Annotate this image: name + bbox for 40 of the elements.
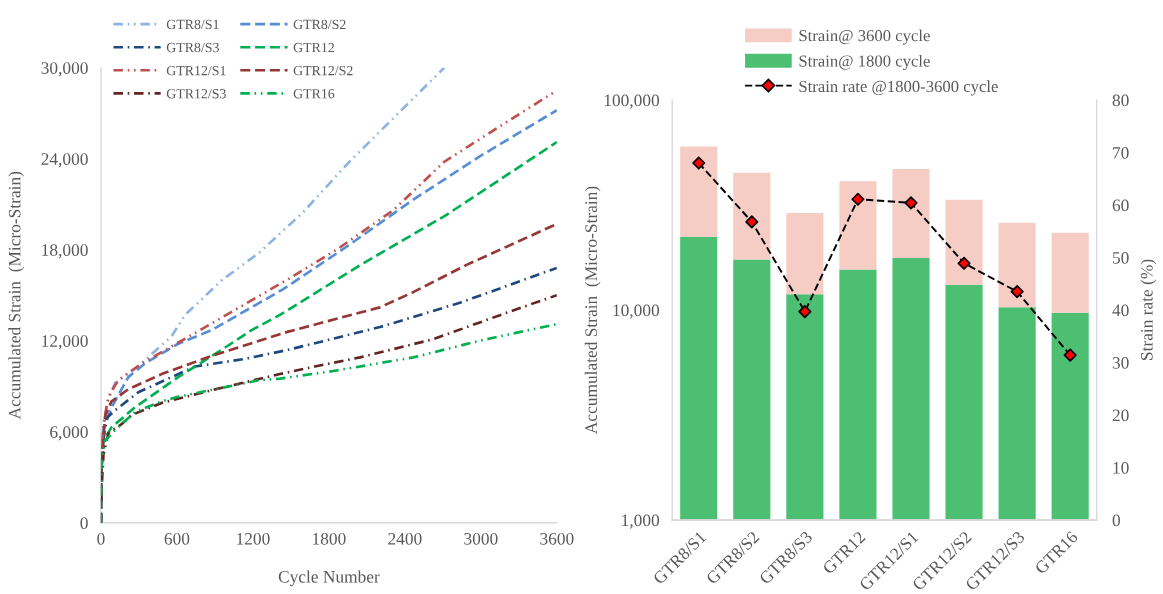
legend-label: Strain@ 3600 cycle	[799, 29, 930, 45]
y2-tick-label: 80	[1112, 94, 1129, 107]
legend-label: GTR12/S1	[166, 65, 226, 76]
y-tick-label: 10,000	[613, 304, 660, 319]
y2-tick-label: 50	[1113, 251, 1129, 264]
y-tick-label: 0	[80, 517, 88, 529]
y2-tick-label: 60	[1112, 199, 1129, 212]
legend-label: Strain@ 1800 cycle	[799, 54, 930, 71]
y-tick-label: 6,000	[50, 426, 88, 441]
y2-tick-label: 10	[1113, 461, 1129, 474]
legend-label: GTR8/S1	[166, 19, 219, 30]
y2-tick-label: 0	[1112, 514, 1121, 527]
y2-tick-label: 30	[1112, 356, 1129, 369]
y-tick-label: 100,000	[604, 94, 660, 109]
y2-tick-label: 40	[1112, 304, 1129, 317]
legend-label: GTR16	[293, 89, 335, 99]
x-axis-title: Cycle Number	[278, 570, 380, 587]
legend-label: Strain rate @1800-3600 cycle	[799, 80, 998, 96]
legend-label: GTR12/S3	[166, 89, 226, 99]
y2-tick-label: 70	[1113, 147, 1129, 159]
y2-axis-title: Strain rate (%)	[1140, 259, 1157, 360]
y-axis-title: Accumulated Strain (Micro-Strain)	[584, 186, 601, 434]
x-tick-label: 0	[97, 532, 105, 545]
legend-label: GTR12	[293, 42, 334, 53]
y-tick-label: 30,000	[41, 62, 88, 77]
y-tick-label: 18,000	[42, 244, 88, 259]
y-tick-label: 12,000	[42, 335, 88, 350]
x-tick-label: 600	[164, 532, 190, 545]
y-axis-title: Accumulated Strain (Micro-Strain)	[8, 171, 25, 420]
y2-tick-label: 20	[1112, 409, 1129, 422]
legend-label: GTR12/S2	[293, 65, 353, 76]
y-tick-label: 24,000	[41, 153, 88, 168]
x-tick-label: 2400	[388, 532, 422, 545]
x-tick-label: 1800	[313, 532, 346, 545]
x-tick-label: 3000	[464, 532, 498, 545]
legend-label: GTR8/S2	[293, 19, 346, 30]
x-tick-label: 3600	[540, 532, 574, 545]
x-tick-label: 1200	[237, 532, 270, 545]
legend-label: GTR8/S3	[166, 42, 219, 53]
y-tick-label: 1,000	[622, 514, 660, 529]
